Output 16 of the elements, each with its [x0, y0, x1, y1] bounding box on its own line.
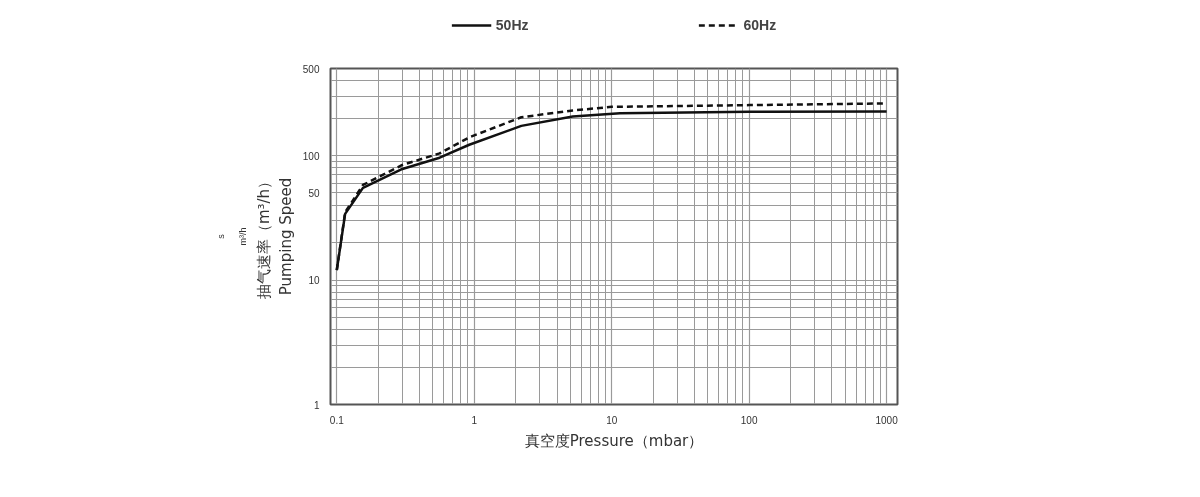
text: s — [215, 233, 226, 239]
x-tick-label: 10 — [606, 414, 618, 426]
legend-label: 50Hz — [495, 17, 529, 33]
x-tick-label: 1 — [471, 414, 478, 426]
y-tick-label: 500 — [302, 63, 320, 75]
legend-label: 60Hz — [743, 17, 777, 33]
text: m³/h — [237, 227, 248, 246]
x-tick-label: 100 — [740, 414, 758, 426]
y-tick-label: 1 — [313, 399, 320, 411]
y-tick-label: 100 — [302, 150, 320, 162]
x-tick-label: 0.1 — [329, 414, 345, 426]
y-axis-title: 抽气速率（m³/h） Pumping Speed — [255, 173, 295, 300]
y-tick-label: 10 — [308, 275, 320, 287]
x-tick-label: 1000 — [875, 414, 899, 426]
x-axis-title: 真空度Pressure（mbar） — [524, 431, 704, 450]
y-tick-label: 50 — [308, 187, 320, 199]
